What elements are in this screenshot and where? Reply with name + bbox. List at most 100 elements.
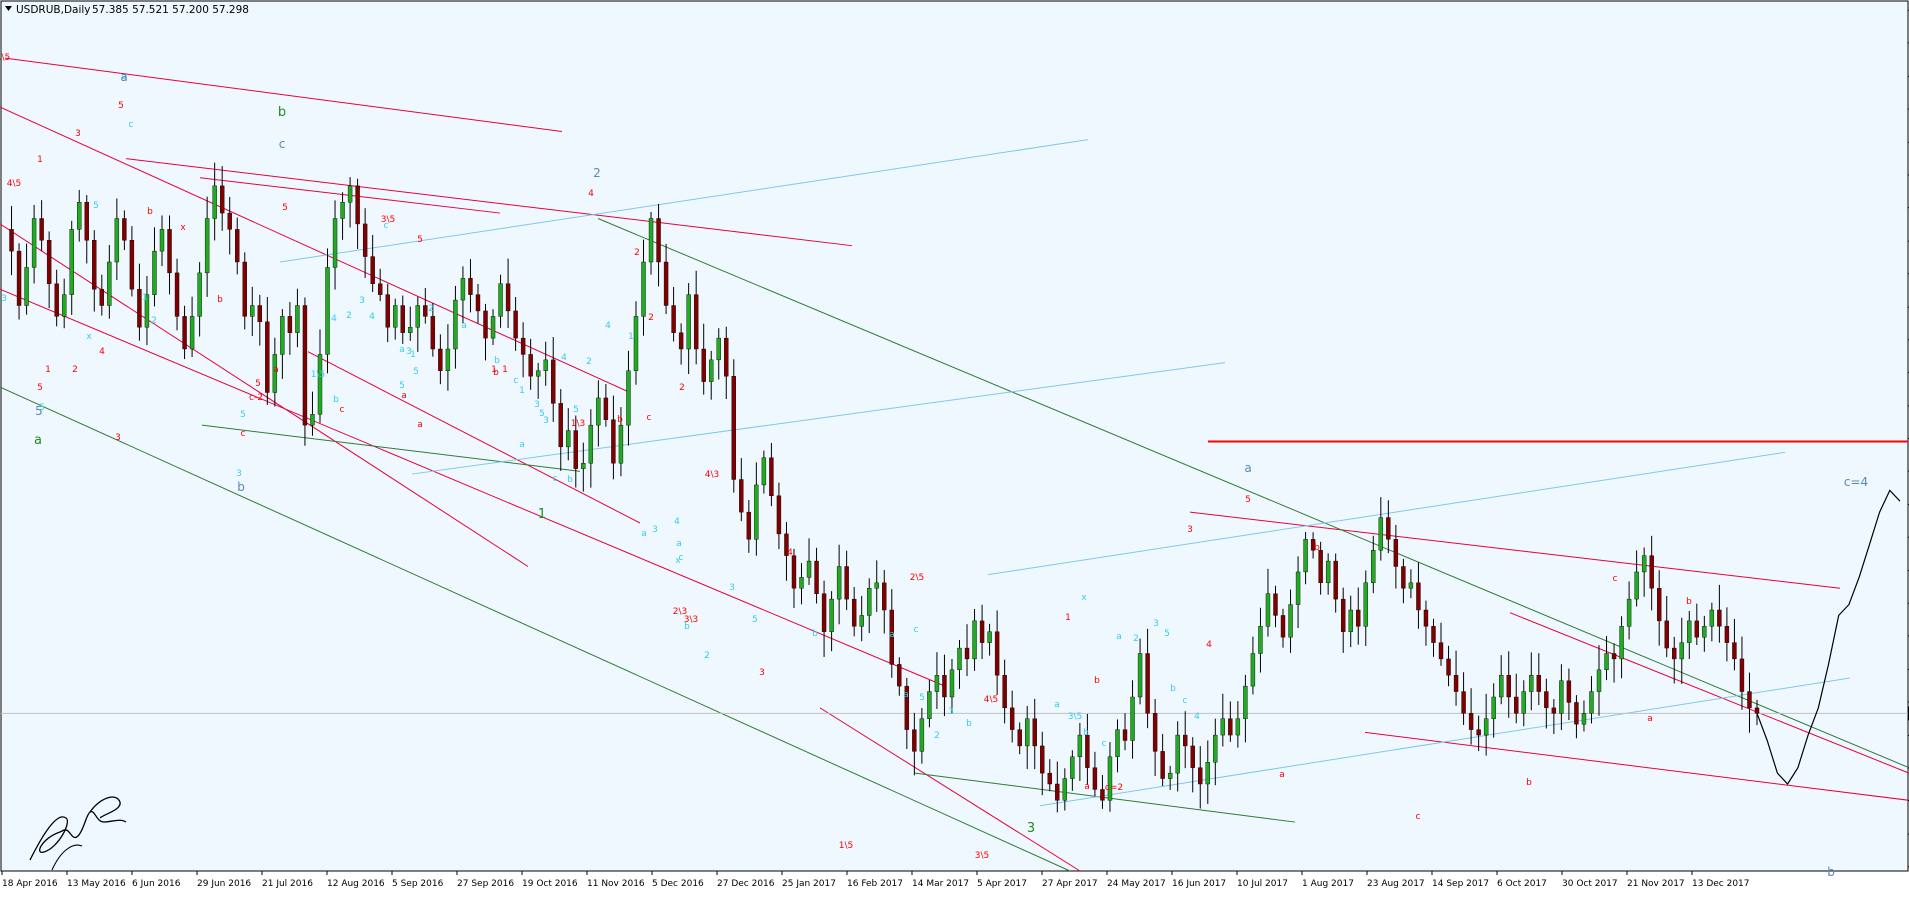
candle-bear	[1318, 549, 1323, 584]
candle-bull	[1559, 680, 1564, 714]
red-trendline-8[interactable]	[1189, 511, 1841, 589]
red-trendline-5[interactable]	[0, 288, 946, 687]
candle-bear	[1401, 566, 1406, 589]
candle-bull	[543, 359, 548, 371]
candle-bear	[1476, 729, 1481, 736]
candle-bear	[483, 310, 488, 339]
time-tick-label: 1 Aug 2017	[1302, 879, 1354, 889]
wave-label-red: a	[1084, 782, 1090, 792]
candle-bear	[16, 250, 22, 306]
wave-label-red: a	[401, 391, 407, 401]
red-trendline-3[interactable]	[125, 158, 853, 247]
wave-label-cyan: 1	[628, 332, 634, 342]
wave-label-cyan: 5	[39, 403, 45, 413]
red-trendline-2[interactable]	[0, 223, 529, 567]
candle-bull	[867, 588, 872, 616]
wave-label-red: 3	[1187, 525, 1193, 535]
wave-label-red: 1	[45, 365, 51, 375]
candle-bull	[114, 218, 120, 263]
candle-bear	[1649, 555, 1654, 589]
wave-label-cyan: 4	[369, 312, 375, 322]
candle-bull	[1626, 598, 1632, 627]
cyan-trendline-1[interactable]	[279, 139, 1089, 263]
wave-label-cyan: 3	[359, 296, 365, 306]
candle-bull	[709, 359, 714, 382]
wave-label-red: b	[1314, 543, 1320, 553]
red-trendline-6[interactable]	[307, 351, 641, 524]
candle-bull	[1213, 734, 1218, 763]
wave-label-cyan: 5	[573, 405, 579, 415]
candle-bull	[189, 316, 195, 350]
candle-bull	[1325, 560, 1331, 584]
green-trendline-4[interactable]	[914, 772, 1296, 823]
candle-bull	[1687, 620, 1692, 643]
wave-label-cyan: 5	[413, 367, 419, 377]
candle-bear	[1544, 691, 1549, 709]
wave-label-cyan: b	[1170, 684, 1176, 694]
candle-bear	[468, 278, 473, 295]
red-trendline-9[interactable]	[1364, 731, 1909, 801]
wave-label-cyan: b	[333, 395, 339, 405]
candle-bear	[693, 294, 699, 350]
green-trendline-3[interactable]	[201, 424, 581, 472]
cyan-trendline-4[interactable]	[1039, 677, 1851, 807]
candle-bull	[1258, 626, 1263, 654]
wave-label-cyan: b	[567, 475, 573, 485]
candle-bull	[836, 566, 842, 600]
time-tick-label: 13 Dec 2017	[1692, 879, 1750, 889]
wave-label-red: b	[617, 415, 623, 425]
wave-label-red: 4\5	[984, 695, 998, 705]
wave-label-red: 3\5	[381, 215, 395, 225]
dropdown-triangle-icon[interactable]	[5, 6, 12, 11]
green-trendline-2[interactable]	[597, 218, 1909, 769]
candle-bull	[415, 305, 420, 328]
wave-label-cyan: a	[889, 630, 895, 640]
candle-bear	[746, 511, 752, 540]
wave-label-red: b	[493, 368, 499, 378]
red-trendline-10[interactable]	[1509, 612, 1909, 774]
wave-label-red: c-2	[249, 393, 263, 403]
cyan-trendline-3[interactable]	[987, 451, 1786, 576]
candle-bear	[1574, 702, 1579, 725]
candle-bear	[1431, 626, 1436, 643]
wave-label-cyan: 3	[1, 294, 7, 304]
red-trendline-7[interactable]	[819, 707, 1081, 872]
red-trendline-top[interactable]	[4, 57, 563, 132]
wave-label-red: 3	[759, 668, 765, 678]
green-trendline-1[interactable]	[0, 386, 1071, 872]
candle-bear	[851, 598, 857, 627]
candle-bull	[31, 218, 37, 268]
wave-label-cyan: 4	[605, 321, 611, 331]
candle-bull	[1378, 517, 1384, 551]
candle-bull	[799, 577, 804, 589]
candle-bull	[648, 218, 654, 263]
candle-bear	[1280, 615, 1286, 638]
candle-bull	[761, 457, 767, 486]
time-tick-label: 18 Apr 2016	[2, 879, 58, 889]
wave-label-red: 4	[588, 189, 594, 199]
candle-bear	[1468, 713, 1474, 730]
candle-bear	[167, 229, 172, 274]
candle-bull	[393, 305, 398, 328]
candle-bull	[340, 201, 345, 219]
wave-label-red: 5	[37, 383, 43, 393]
candle-bull	[596, 397, 601, 426]
candle-bull	[626, 370, 631, 426]
candle-bull	[987, 631, 992, 643]
wave-label-steel: b	[237, 480, 245, 494]
candle-bull	[498, 283, 503, 317]
time-axis[interactable]: 18 Apr 2016 13 May 2016 6 Jun 2016 29 Jun 2…	[1, 871, 1750, 889]
candle-bull	[77, 201, 82, 230]
candle-bear	[701, 348, 706, 382]
candle-bull	[295, 305, 300, 333]
candle-bear	[1423, 609, 1429, 627]
candle-bull	[1634, 571, 1639, 600]
candle-bull	[1130, 696, 1135, 741]
cyan-trendline-2[interactable]	[411, 362, 1226, 475]
time-tick-label: 13 May 2016	[67, 879, 126, 889]
candle-bear	[1092, 767, 1098, 790]
candle-bear	[1122, 729, 1128, 741]
candle-bull	[453, 299, 458, 350]
